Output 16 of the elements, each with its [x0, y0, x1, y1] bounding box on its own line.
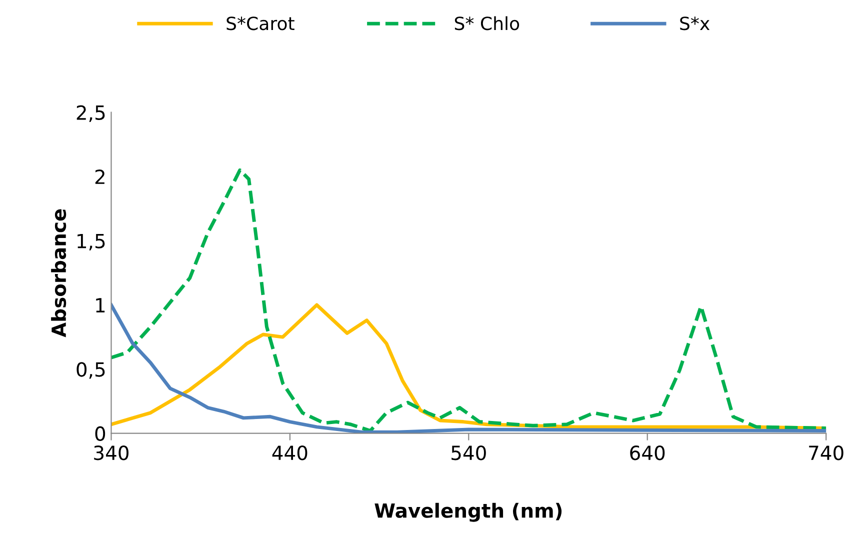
y-tick-label: 0: [95, 426, 106, 442]
x-axis-title: Wavelength (nm): [374, 502, 562, 522]
legend-label: S* Chlo: [454, 16, 520, 30]
legend-label: S*Carot: [226, 16, 294, 30]
y-tick-label: 2,5: [76, 105, 105, 122]
y-axis-title: Absorbance: [51, 209, 66, 338]
x-tick-label: 340: [94, 446, 128, 460]
y-tick-label: 2: [95, 170, 104, 184]
y-tick-label: 1,5: [78, 234, 105, 250]
x-tick-label: 740: [809, 446, 844, 460]
legend-label: S*x: [680, 16, 710, 30]
y-tick-label: 1: [96, 298, 105, 312]
x-tick-label: 440: [272, 446, 308, 460]
y-tick-label: 0,5: [76, 362, 105, 379]
x-tick-label: 540: [452, 446, 486, 460]
x-tick-label: 640: [630, 446, 665, 460]
